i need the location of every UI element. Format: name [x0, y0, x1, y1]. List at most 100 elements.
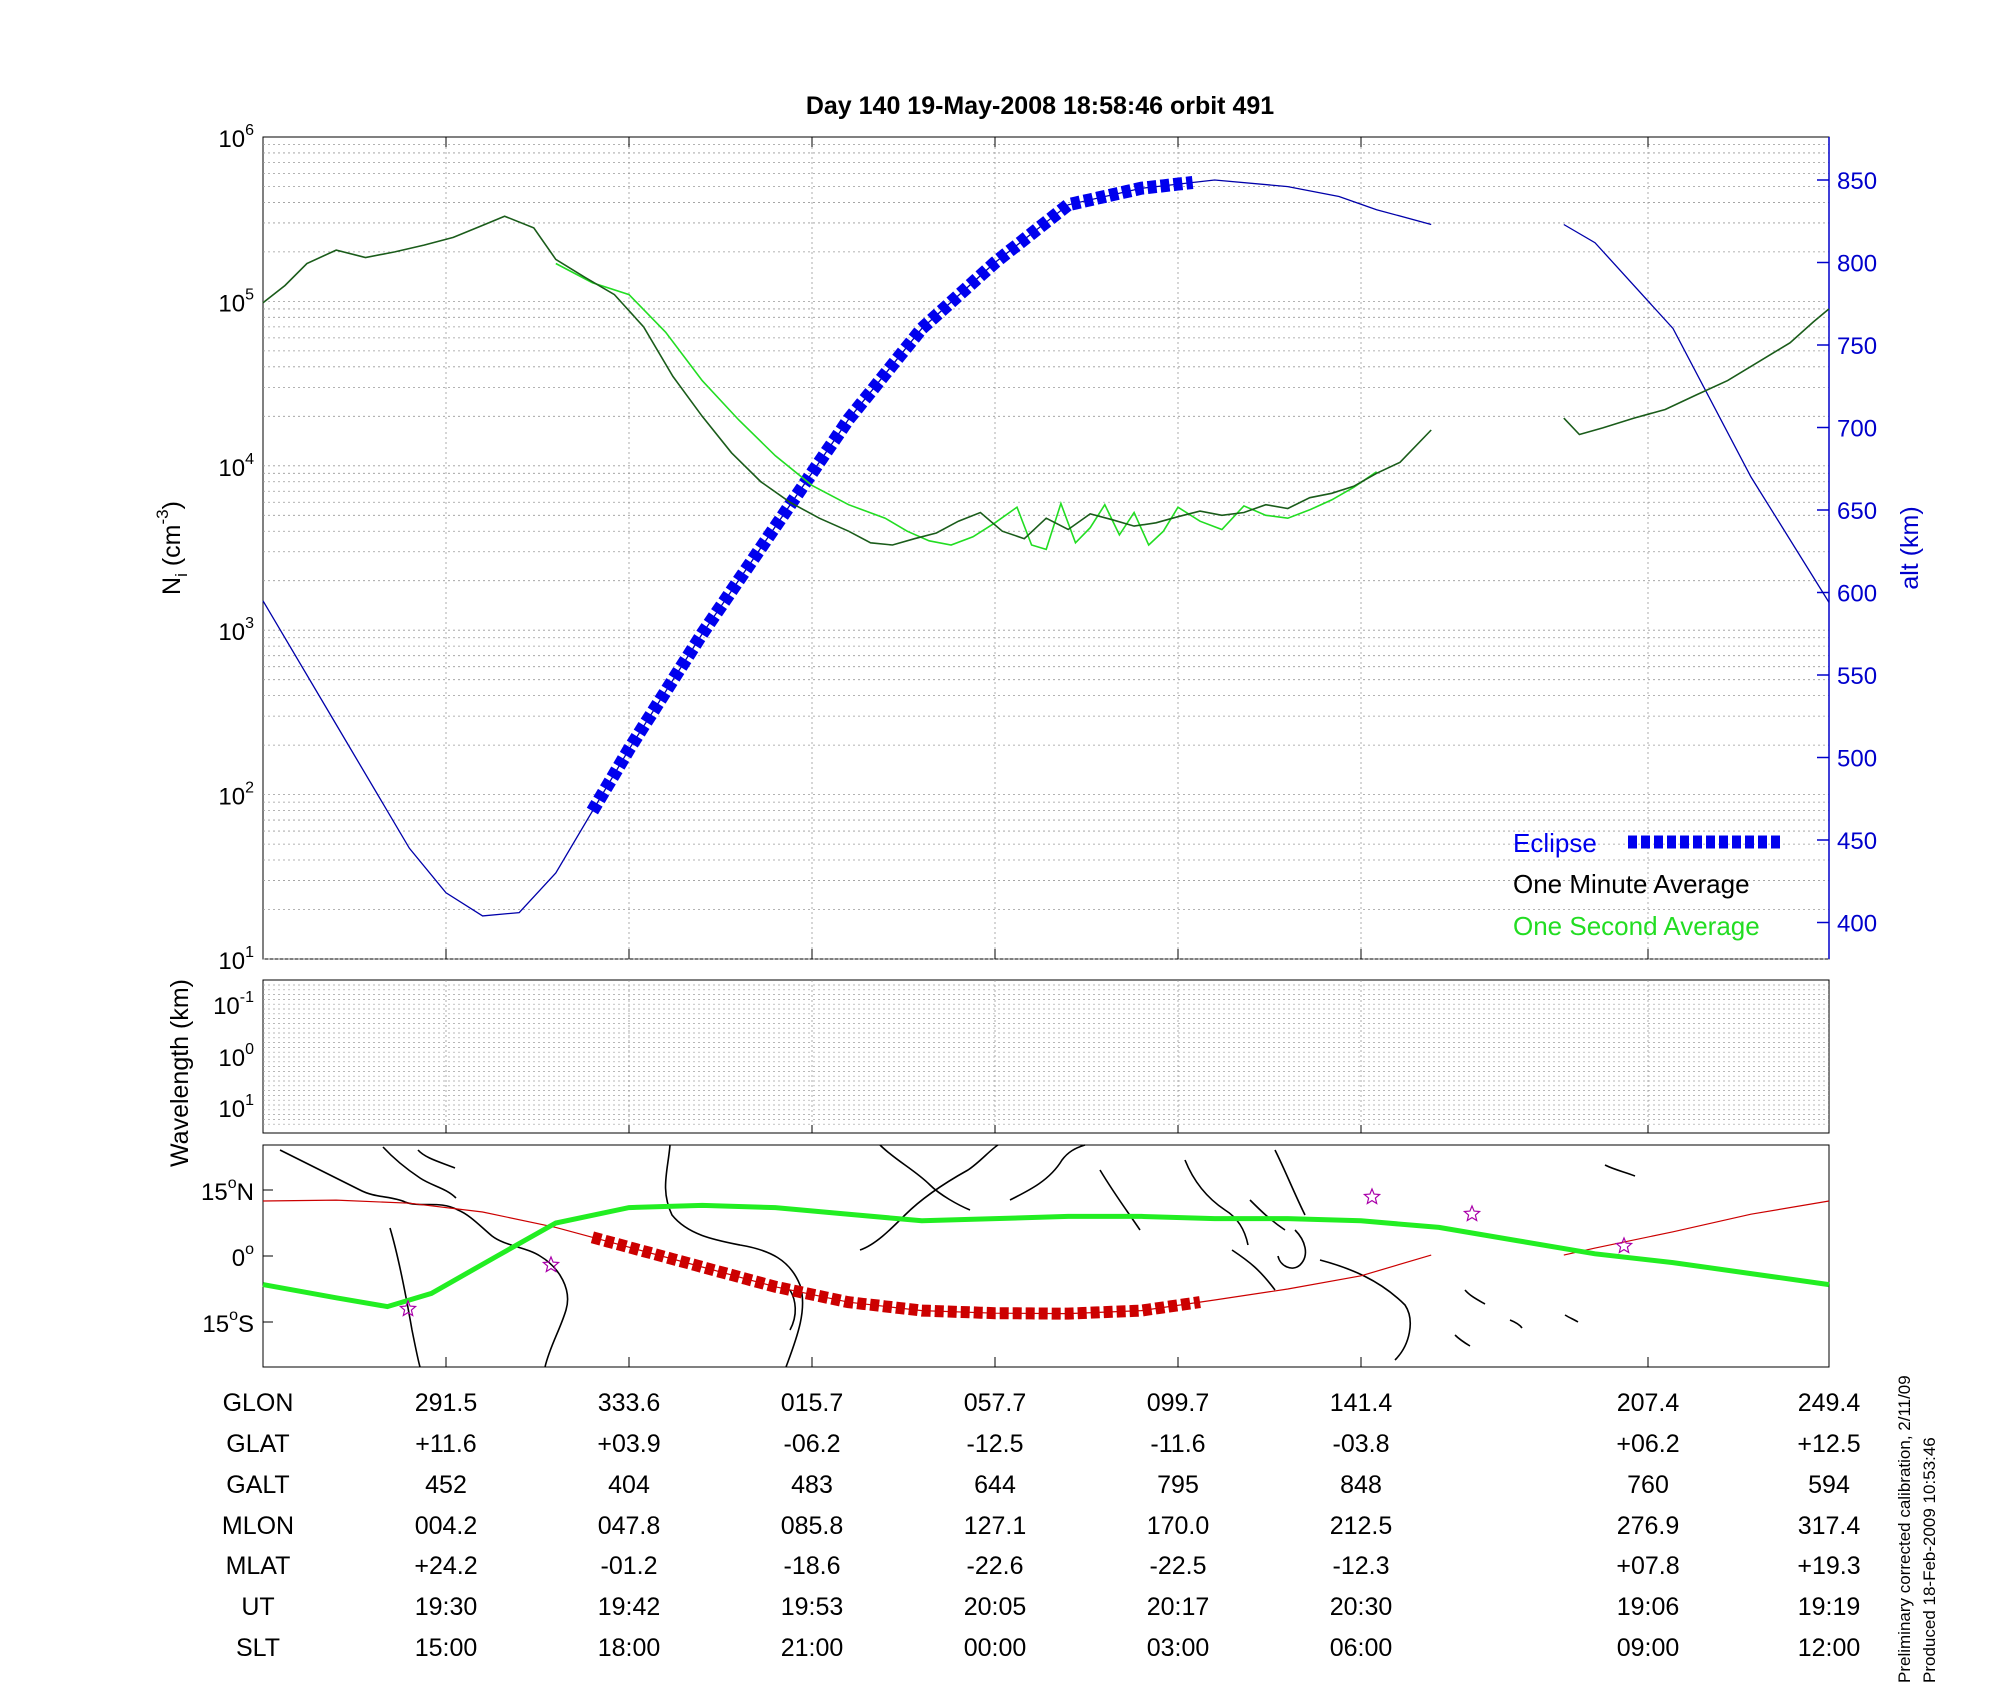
altitude-tick-label: 750 [1837, 333, 1877, 360]
density-tick-label: 102 [218, 780, 254, 811]
coastline [389, 1227, 421, 1368]
table-cell: +12.5 [1797, 1430, 1860, 1458]
table-cell: -12.5 [967, 1430, 1024, 1458]
conjugate-point-star [398, 1299, 418, 1317]
table-cell: 317.4 [1798, 1512, 1861, 1540]
one-minute-average-line [1563, 308, 1830, 436]
table-cell: 047.8 [598, 1512, 661, 1540]
table-cell: 19:30 [415, 1593, 478, 1621]
coastline [1509, 1319, 1523, 1329]
table-cell: 20:30 [1330, 1593, 1393, 1621]
table-cell: 333.6 [598, 1389, 661, 1417]
density-left-axis: 101 102 103 104 105 106 [218, 122, 254, 975]
density-panel: 101 102 103 104 105 106 400 450 500 550 600 650 700… [153, 122, 1924, 975]
table-cell: +07.8 [1616, 1552, 1679, 1580]
table-cell: 795 [1157, 1471, 1199, 1499]
altitude-tick-label: 400 [1837, 911, 1877, 938]
table-cell: -18.6 [784, 1552, 841, 1580]
density-tick-label: 104 [218, 451, 254, 482]
table-cell: 20:05 [964, 1593, 1027, 1621]
coastline [1564, 1314, 1579, 1323]
altitude-tick-label: 500 [1837, 746, 1877, 773]
density-grid [263, 137, 1829, 960]
magnetic-equator-line [262, 1202, 1830, 1310]
map-panel: 15oN 0o 15oS [201, 1144, 1830, 1368]
orbit-table: GLON 291.5 333.6 015.7 057.7 099.7 141.4 207.4 2… [222, 1389, 1861, 1662]
table-cell: 12:00 [1798, 1634, 1861, 1662]
altitude-tick-label: 850 [1837, 168, 1877, 195]
coastline [1184, 1159, 1249, 1246]
table-cell: 03:00 [1147, 1634, 1210, 1662]
table-row-label: SLT [236, 1634, 280, 1662]
altitude-tick-label: 600 [1837, 581, 1877, 608]
altitude-tick-label: 650 [1837, 498, 1877, 525]
coastline [1604, 1164, 1636, 1177]
table-cell: 207.4 [1617, 1389, 1680, 1417]
altitude-tick-label: 800 [1837, 251, 1877, 278]
density-tick-label: 105 [218, 286, 254, 317]
altitude-tick-label: 450 [1837, 828, 1877, 855]
altitude-right-axis: 400 450 500 550 600 650 700 750 800 850 [1817, 168, 1877, 938]
table-cell: +11.6 [415, 1430, 476, 1458]
map-series [262, 1187, 1830, 1320]
table-cell: +06.2 [1616, 1430, 1679, 1458]
wavelength-tick-label: 101 [218, 1092, 254, 1123]
table-cell: -22.6 [967, 1552, 1024, 1580]
table-cell: 760 [1627, 1471, 1669, 1499]
table-cell: -01.2 [601, 1552, 658, 1580]
wavelength-tick-label: 10-1 [213, 989, 254, 1020]
latitude-tick-label: 0o [232, 1241, 254, 1272]
calibration-note: Preliminary corrected calibration, 2/11/… [1895, 1375, 1914, 1683]
table-row-label: GLON [223, 1389, 294, 1417]
table-cell: 594 [1808, 1471, 1850, 1499]
table-cell: 452 [425, 1471, 467, 1499]
coastline [1099, 1169, 1141, 1231]
one-minute-average-line [262, 215, 1432, 546]
legend-one-second-label: One Second Average [1513, 911, 1760, 941]
table-cell: 18:00 [598, 1634, 661, 1662]
table-cell: 212.5 [1330, 1512, 1393, 1540]
map-plot-frame [262, 1144, 1830, 1368]
altitude-line [1563, 223, 1830, 603]
conjugate-point-star [1362, 1187, 1382, 1205]
altitude-tick-label: 700 [1837, 416, 1877, 443]
wavelength-y-label: Wavelength (km) [166, 979, 194, 1167]
table-cell: -06.2 [784, 1430, 841, 1458]
table-cell: -11.6 [1150, 1430, 1205, 1458]
coastline [1454, 1334, 1471, 1347]
wavelength-grid [263, 980, 1829, 1133]
coastline [1009, 1144, 1086, 1201]
density-tick-label: 103 [218, 615, 254, 646]
table-cell: -03.8 [1333, 1430, 1390, 1458]
table-cell: 848 [1340, 1471, 1382, 1499]
table-cell: 20:17 [1147, 1593, 1210, 1621]
eclipse-segment [586, 176, 1194, 815]
coastline [1274, 1149, 1306, 1216]
table-cell: +24.2 [414, 1552, 477, 1580]
table-row-label: GALT [226, 1471, 289, 1499]
coastline [859, 1144, 999, 1251]
wavelength-axis: 10-1 100 101 [213, 989, 254, 1123]
table-cell: -12.3 [1333, 1552, 1390, 1580]
coastline [789, 1289, 797, 1331]
altitude-tick-label: 550 [1837, 663, 1877, 690]
density-tick-label: 101 [218, 944, 254, 975]
table-cell: 19:06 [1617, 1593, 1680, 1621]
table-cell: 276.9 [1617, 1512, 1680, 1540]
table-cell: 057.7 [964, 1389, 1027, 1417]
table-cell: -22.5 [1150, 1552, 1207, 1580]
table-cell: 249.4 [1798, 1389, 1861, 1417]
wavelength-tick-label: 100 [218, 1041, 254, 1072]
conjugate-point-star [1462, 1204, 1482, 1222]
coastline-map [279, 1144, 1636, 1368]
map-latitude-axis: 15oN 0o 15oS [201, 1175, 1649, 1367]
coastline [1319, 1259, 1411, 1361]
table-cell: 141.4 [1330, 1389, 1393, 1417]
conjugate-point-star [541, 1255, 561, 1273]
table-cell: 004.2 [415, 1512, 478, 1540]
coastline [279, 1149, 569, 1368]
coastline [1249, 1199, 1286, 1231]
coastline [1464, 1289, 1486, 1305]
table-cell: 15:00 [415, 1634, 478, 1662]
table-cell: 291.5 [415, 1389, 478, 1417]
